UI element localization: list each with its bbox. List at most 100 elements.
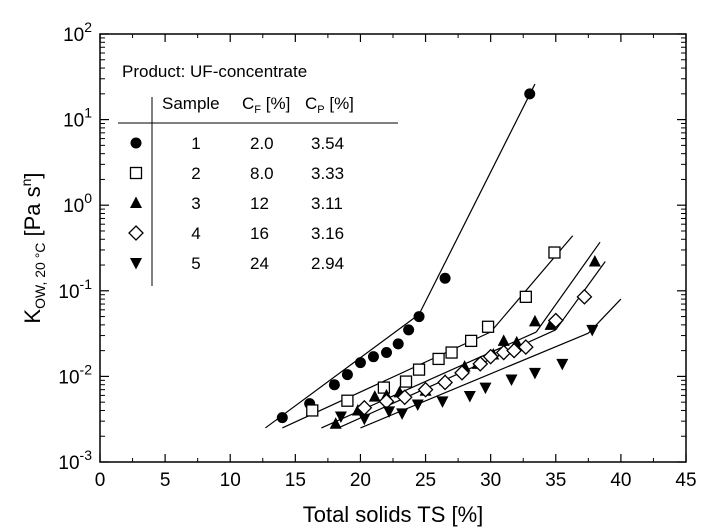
legend-marker-3	[130, 196, 142, 208]
x-tick-label: 45	[675, 470, 696, 491]
legend-sample: 4	[191, 224, 200, 243]
legend-marker-1	[130, 137, 142, 149]
y-tick-label: 10-3	[58, 447, 92, 474]
x-tick-label: 5	[160, 470, 171, 491]
y-tick-label: 102	[63, 19, 92, 46]
legend-cp: 3.16	[311, 224, 344, 243]
y-axis-label: KOW, 20 °C [Pa sn]	[18, 172, 48, 323]
y-tick-label: 100	[63, 190, 92, 217]
data-point-series-2	[341, 394, 354, 407]
legend-header-cp-unit: [%]	[325, 94, 354, 113]
data-point-series-4	[454, 364, 470, 381]
legend-header-cf-main: C	[242, 94, 254, 113]
data-point-series-1	[341, 369, 353, 381]
x-tick-label: 10	[220, 470, 241, 491]
data-point-series-4	[472, 355, 489, 372]
legend-marker-2	[129, 166, 143, 180]
legend-cf: 16	[250, 224, 269, 243]
data-point-series-2	[548, 246, 561, 259]
data-point-series-5	[463, 391, 476, 403]
data-point-series-5	[505, 374, 518, 386]
x-tick-label: 25	[415, 470, 436, 491]
data-point-series-5	[556, 358, 569, 371]
data-point-series-4	[482, 348, 499, 365]
legend-header-cf: CF [%]	[242, 94, 290, 116]
legend-header-sample: Sample	[162, 94, 220, 113]
x-tick-label: 35	[545, 470, 566, 491]
data-point-series-4	[576, 288, 593, 305]
x-tick-label: 40	[610, 470, 631, 491]
data-point-series-1	[439, 272, 451, 284]
legend-sample: 1	[191, 134, 200, 153]
data-point-series-5	[396, 408, 409, 420]
legend-header-cp-sub: P	[317, 104, 324, 116]
data-point-series-4	[506, 342, 523, 359]
data-point-series-5	[528, 367, 541, 380]
x-tick-label: 20	[350, 470, 371, 491]
legend-sample: 5	[191, 254, 200, 273]
legend-cf: 8.0	[250, 164, 274, 183]
x-tick-label: 15	[285, 470, 306, 491]
y-axis-label-unit-sup: n	[18, 179, 34, 187]
legend-cp: 3.33	[311, 164, 344, 183]
legend-title: Product: UF-concentrate	[122, 62, 307, 81]
y-tick-label: 10-1	[58, 276, 92, 303]
legend-header-cf-unit: [%]	[261, 94, 290, 113]
data-point-series-1	[276, 412, 288, 424]
x-tick-label: 30	[480, 470, 501, 491]
data-point-series-2	[432, 352, 445, 366]
legend-header-cf-sub: F	[254, 104, 261, 116]
y-tick-label: 101	[63, 105, 92, 132]
data-point-series-5	[479, 382, 492, 395]
y-axis-label-main: K	[20, 309, 45, 324]
legend-marker-4	[128, 225, 144, 241]
y-axis-label-sub: OW, 20 °C	[32, 243, 48, 309]
data-point-series-4	[396, 389, 413, 406]
data-point-series-4	[547, 312, 564, 329]
legend-sample: 3	[191, 194, 200, 213]
data-point-series-3	[497, 334, 510, 346]
data-point-series-1	[403, 324, 415, 336]
data-point-series-2	[399, 375, 413, 388]
fit-line-series-1	[418, 83, 536, 315]
data-point-series-2	[306, 404, 319, 417]
fit-line-series-3	[535, 241, 601, 333]
y-tick-label: 10-2	[58, 361, 92, 388]
data-point-series-5	[436, 396, 449, 408]
data-point-series-2	[464, 334, 478, 348]
data-point-series-3	[528, 314, 541, 327]
data-point-series-2	[481, 320, 495, 333]
legend-cf: 12	[250, 194, 269, 213]
data-point-series-2	[445, 346, 458, 359]
legend-rows: 1 2.0 3.54 2 8.0 3.33 3 12 3.11 4 16 3.16 5 24 2.94	[128, 134, 344, 273]
data-point-series-1	[367, 351, 379, 363]
y-axis-label-unit-open: [Pa s	[20, 186, 45, 242]
x-tick-label: 0	[95, 470, 106, 491]
data-point-series-5	[586, 324, 599, 337]
y-axis-label-unit-close: ]	[20, 172, 45, 178]
data-point-series-1	[354, 357, 366, 369]
data-point-series-2	[377, 381, 391, 394]
data-point-series-2	[412, 363, 426, 376]
data-point-series-5	[358, 413, 371, 426]
legend: Product: UF-concentrate Sample CF [%] C P…	[118, 62, 398, 286]
data-point-series-1	[413, 311, 425, 323]
x-axis-label: Total solids TS [%]	[303, 502, 484, 527]
data-point-series-1	[380, 347, 392, 359]
data-point-series-3	[544, 318, 557, 330]
data-point-series-5	[411, 399, 424, 411]
data-points-layer	[276, 88, 601, 429]
data-point-series-3	[329, 417, 342, 429]
data-point-series-5	[334, 411, 347, 424]
legend-cf: 2.0	[250, 134, 274, 153]
data-point-series-3	[588, 254, 601, 267]
legend-cp: 2.94	[311, 254, 344, 273]
legend-marker-5	[130, 258, 142, 270]
data-point-series-4	[417, 381, 434, 398]
data-point-series-5	[383, 406, 396, 418]
data-point-series-1	[392, 338, 404, 350]
legend-cp: 3.54	[311, 134, 344, 153]
legend-cp: 3.11	[311, 194, 343, 213]
